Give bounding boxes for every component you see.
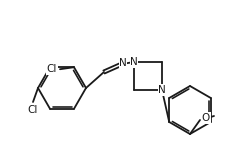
Text: N: N [119,58,127,68]
Text: N: N [158,85,166,95]
Text: N: N [130,57,138,67]
Text: Cl: Cl [47,64,57,74]
Text: Cl: Cl [28,105,38,115]
Text: O: O [202,113,210,123]
